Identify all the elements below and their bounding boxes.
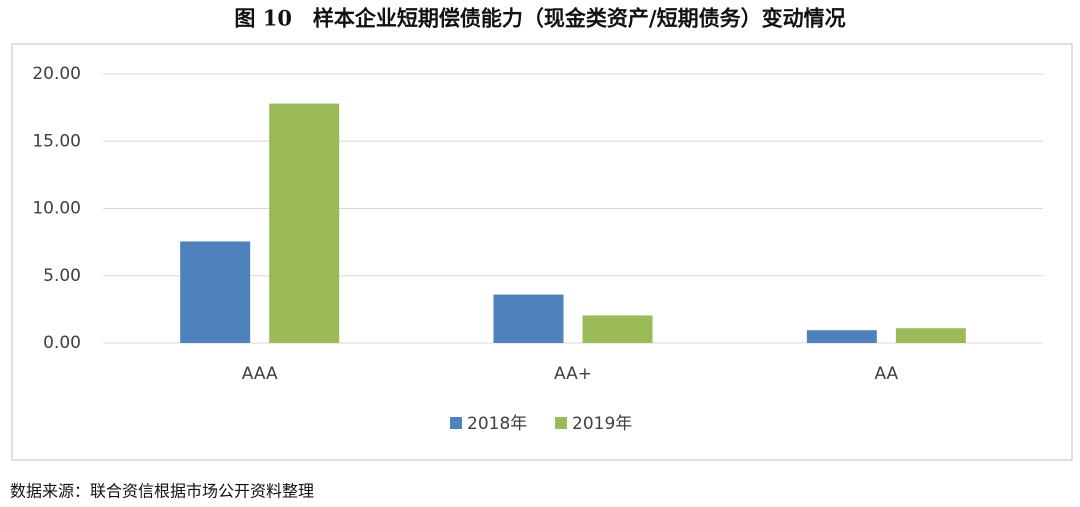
x-tick-label: AAA [242, 364, 278, 384]
source-note: 数据来源：联合资信根据市场公开资料整理 [10, 482, 314, 501]
bar [493, 294, 564, 343]
chart-title: 图 10 样本企业短期偿债能力（现金类资产/短期债务）变动情况 [234, 6, 845, 31]
chart-frame [11, 43, 1073, 461]
bar [895, 328, 966, 343]
y-tick-label: 0.00 [43, 333, 81, 353]
y-tick-label: 10.00 [32, 199, 81, 219]
legend-label: 2019年 [572, 414, 632, 434]
bar [180, 241, 251, 343]
y-tick-label: 20.00 [32, 64, 81, 84]
y-tick-label: 5.00 [43, 266, 81, 286]
bar [806, 330, 877, 343]
x-tick-label: AA+ [554, 364, 592, 384]
legend-swatch [450, 417, 462, 429]
legend-swatch [555, 417, 567, 429]
bar [582, 315, 653, 343]
legend-label: 2018年 [467, 414, 527, 434]
x-tick-label: AA [874, 364, 898, 384]
y-tick-label: 15.00 [32, 131, 81, 151]
bar [269, 103, 340, 343]
